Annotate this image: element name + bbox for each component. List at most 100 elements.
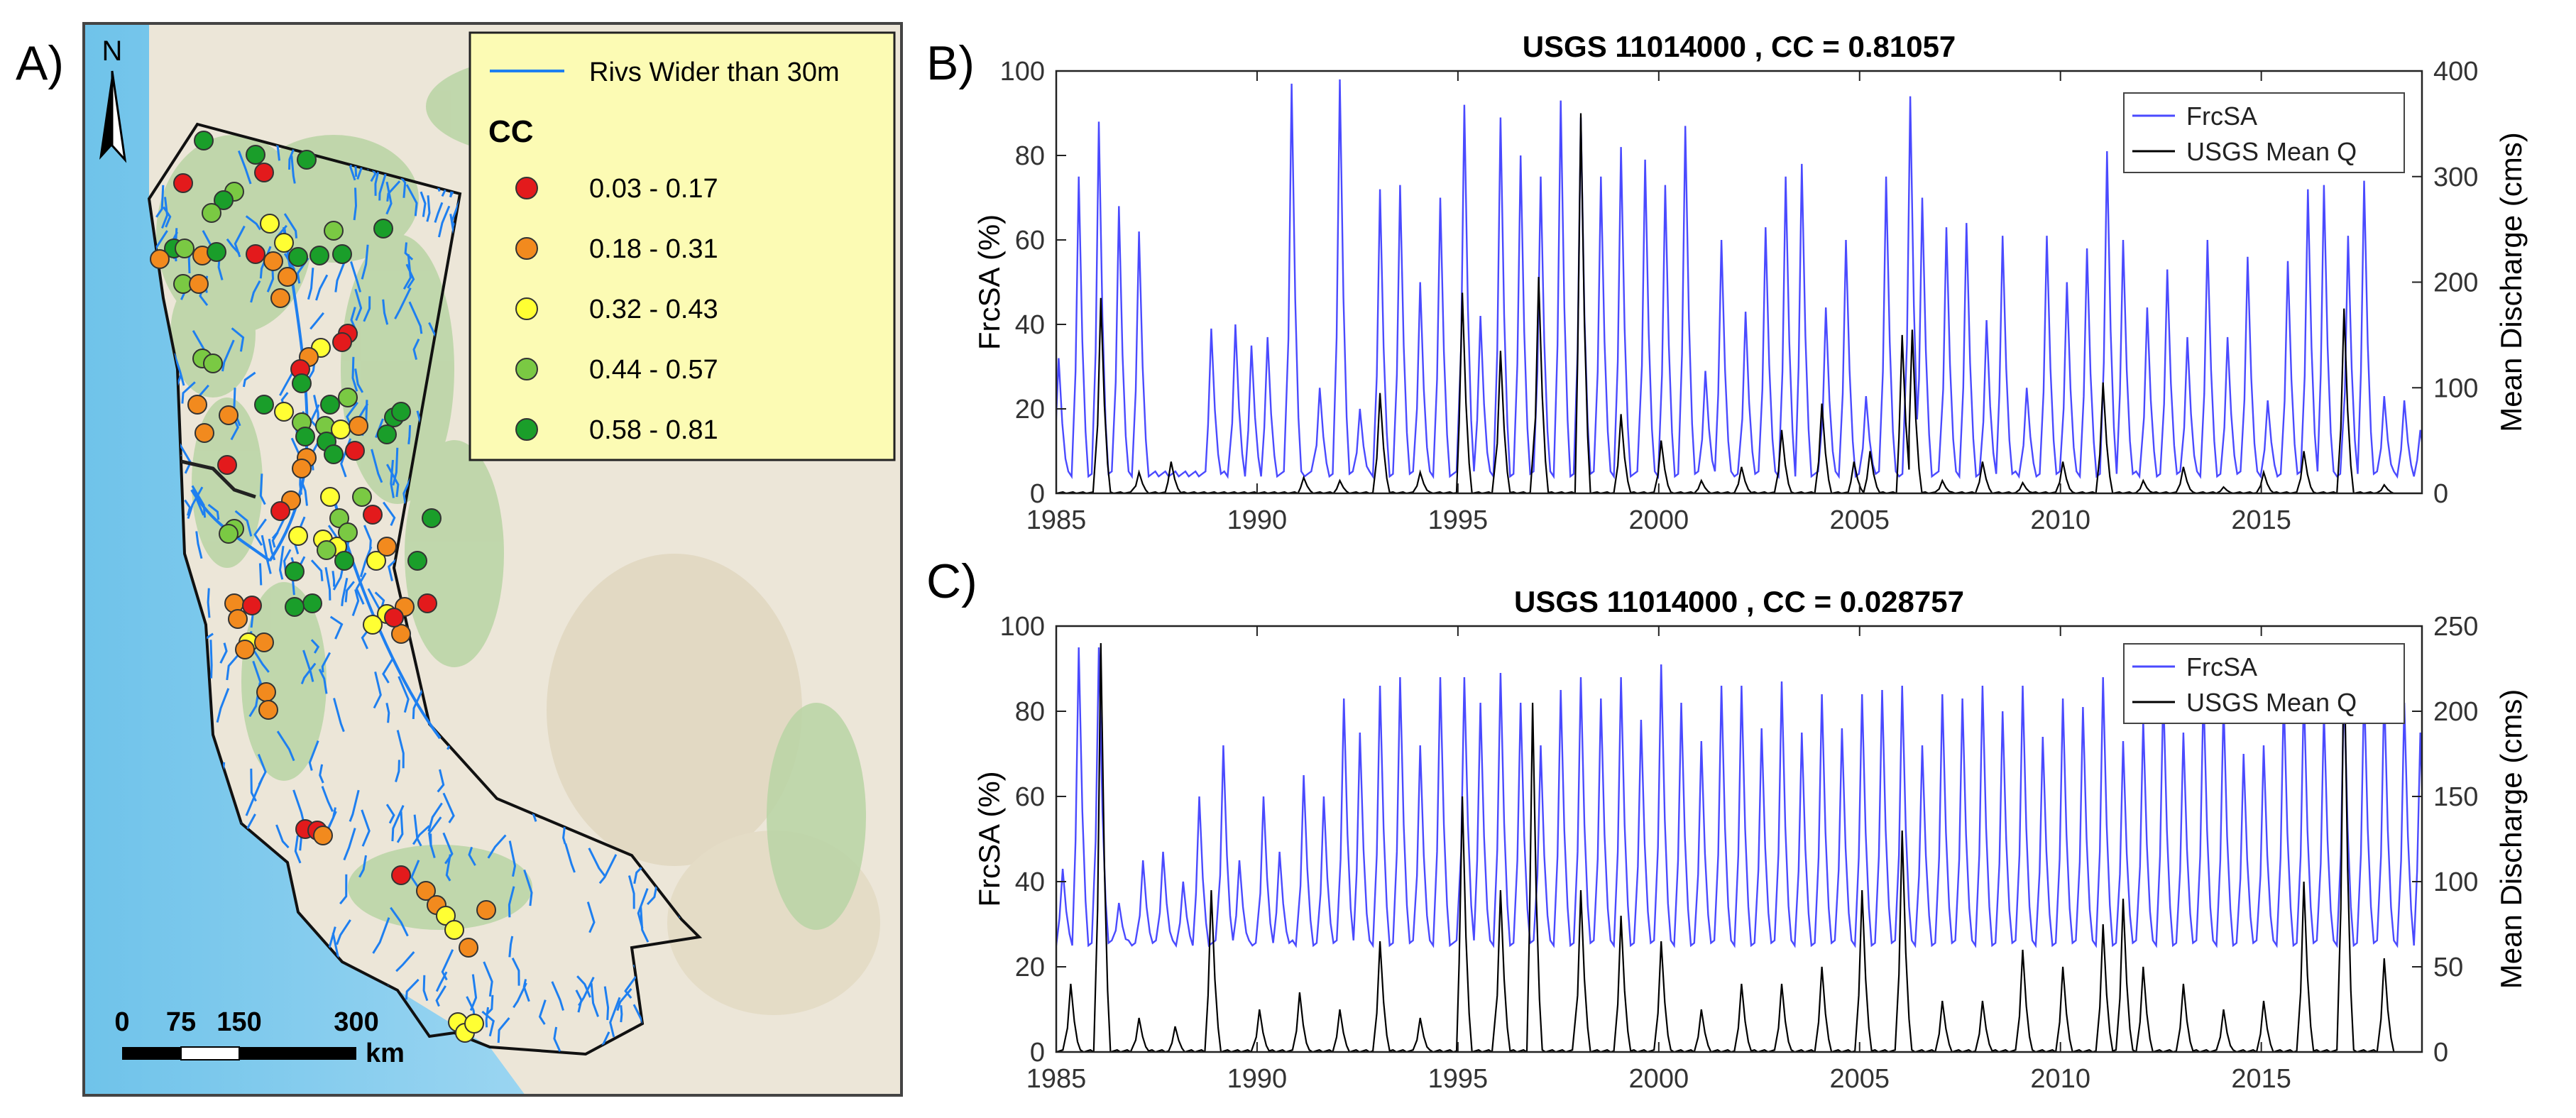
river-segment xyxy=(522,979,530,1002)
river-segment xyxy=(327,807,336,828)
station-marker xyxy=(352,487,372,507)
river-segment xyxy=(207,503,220,520)
river-segment xyxy=(172,353,185,386)
river-segment xyxy=(395,951,415,972)
station-marker xyxy=(384,608,404,627)
river-segment xyxy=(315,274,329,301)
river-segment xyxy=(385,181,393,215)
station-marker xyxy=(270,288,290,308)
station-marker xyxy=(391,865,411,885)
river-segment xyxy=(412,339,420,360)
chart-title: USGS 11014000 , CC = 0.81057 xyxy=(1523,30,1956,63)
river-legend-label: Rivs Wider than 30m xyxy=(589,57,840,87)
station-marker xyxy=(217,455,237,475)
y-right-tick-label: 400 xyxy=(2433,57,2478,87)
river-segment xyxy=(234,510,253,537)
river-segment xyxy=(195,531,203,559)
river-segment xyxy=(616,988,632,1012)
station-marker xyxy=(175,239,194,258)
river-segment xyxy=(278,545,285,580)
station-marker xyxy=(297,150,317,170)
river-segment xyxy=(441,949,454,981)
river-segment xyxy=(319,764,324,784)
river-segment xyxy=(422,975,429,1002)
river-segment xyxy=(624,976,637,999)
river-segment xyxy=(283,213,298,239)
river-segment xyxy=(237,150,252,185)
desert-region xyxy=(547,554,802,866)
river-segment xyxy=(486,994,494,1016)
river-segment xyxy=(508,936,514,958)
station-marker xyxy=(254,632,274,652)
river-segment xyxy=(216,688,230,723)
river-segment xyxy=(219,642,228,664)
river-segment xyxy=(434,202,444,223)
station-marker xyxy=(302,593,322,613)
river-segment xyxy=(361,809,371,847)
river-segment xyxy=(336,919,351,946)
y-axis-label: FrcSA (%) xyxy=(972,771,1006,906)
river-segment xyxy=(487,834,507,859)
station-marker xyxy=(274,402,294,422)
station-marker xyxy=(260,214,280,234)
station-marker xyxy=(377,424,397,444)
x-tick-label: 1990 xyxy=(1227,505,1288,535)
river-segment xyxy=(513,982,527,1009)
chart-legend-label: FrcSA xyxy=(2186,102,2257,131)
station-marker xyxy=(320,395,340,415)
river-segment xyxy=(207,588,211,618)
cc-legend-label: 0.03 - 0.17 xyxy=(589,174,718,204)
chart-legend-box xyxy=(2123,643,2405,724)
x-tick-label: 2005 xyxy=(1829,1064,1890,1094)
river-segment xyxy=(354,368,364,393)
station-marker xyxy=(194,423,214,443)
river-segment xyxy=(321,786,334,812)
river-segment xyxy=(250,768,257,802)
y-right-tick-label: 100 xyxy=(2433,373,2478,403)
x-tick-label: 1985 xyxy=(1026,505,1087,535)
north-label: N xyxy=(102,35,123,67)
station-marker xyxy=(228,609,248,629)
river-segment xyxy=(437,769,445,793)
river-segment xyxy=(426,195,431,222)
river-segment xyxy=(408,301,423,334)
river-segment xyxy=(385,464,400,498)
y-tick-label: 60 xyxy=(1015,226,1045,256)
map-legend: Rivs Wider than 30m CC 0.03 - 0.17 0.18 -… xyxy=(468,31,896,461)
river-segment xyxy=(253,518,267,547)
river-segment xyxy=(329,615,344,640)
river-segment xyxy=(620,1005,623,1023)
river-segment xyxy=(333,698,345,733)
river-segment xyxy=(245,215,261,231)
river-segment xyxy=(250,280,261,303)
chart-legend-label: USGS Mean Q xyxy=(2186,688,2357,717)
river-segment xyxy=(331,571,336,587)
map-legend-box xyxy=(468,31,896,461)
cc-legend-swatch xyxy=(515,177,538,199)
river-segment xyxy=(391,804,405,842)
chart-title: USGS 11014000 , CC = 0.028757 xyxy=(1514,585,1964,618)
station-marker xyxy=(459,938,478,958)
y-tick-label: 100 xyxy=(1000,57,1045,87)
river-segment xyxy=(245,777,264,816)
station-marker xyxy=(313,826,333,845)
river-segment xyxy=(378,173,387,201)
river-segment xyxy=(259,473,266,505)
river-segment xyxy=(405,263,415,289)
station-marker xyxy=(334,551,354,571)
river-segment xyxy=(386,180,401,202)
river-segment xyxy=(344,581,355,603)
river-segment xyxy=(427,802,443,832)
river-segment xyxy=(640,906,650,943)
river-segment xyxy=(343,828,356,861)
station-marker xyxy=(288,526,308,546)
river-segment xyxy=(279,369,295,396)
river-segment xyxy=(609,997,621,1038)
y-right-tick-label: 200 xyxy=(2433,268,2478,298)
y-right-axis-label: Mean Discharge (cms) xyxy=(2494,689,2528,989)
river-segment xyxy=(412,825,430,845)
river-segment xyxy=(483,961,493,997)
x-tick-label: 2010 xyxy=(2030,1064,2090,1094)
river-segment xyxy=(226,653,240,681)
river-segment xyxy=(187,486,204,520)
